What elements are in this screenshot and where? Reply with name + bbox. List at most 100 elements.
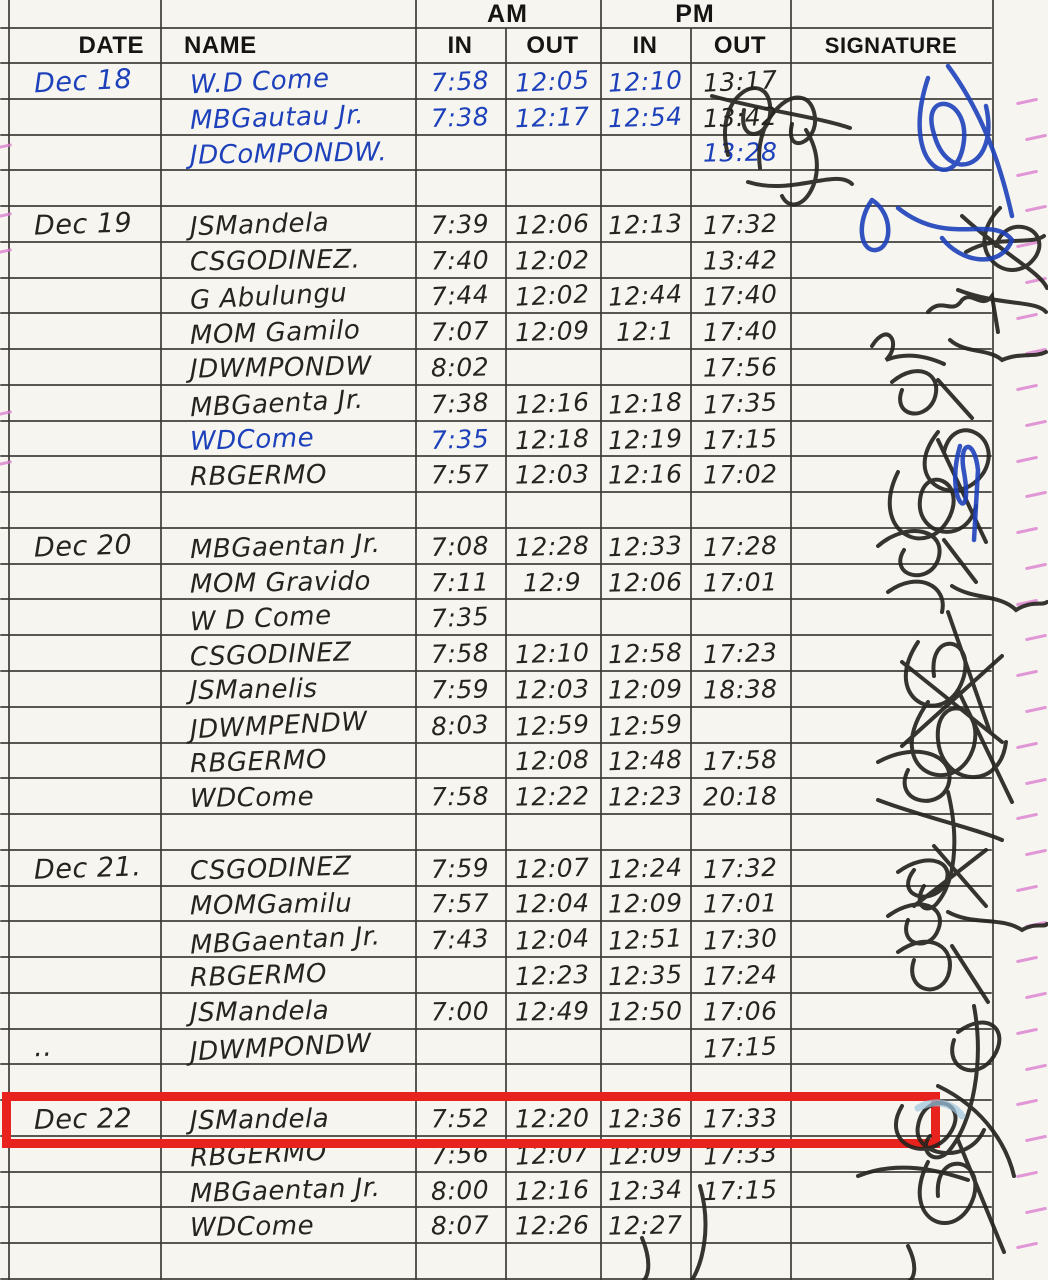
rule-line [0,312,992,314]
log-row [0,815,992,851]
am-in-cell: 8:02 [430,352,490,383]
pink-margin-mark [1015,813,1039,821]
log-row: JDWMPENDW 8:03 12:59 12:59 [0,706,992,746]
log-row: WDCome 7:58 12:22 12:23 20:18 [0,779,992,815]
column-line [992,0,994,1280]
pm-out-cell: 17:15 [702,423,778,455]
pm-out-cell: 17:58 [702,745,778,777]
log-row: Dec 22 JSMandela 7:52 12:20 12:36 17:33 [0,1101,992,1137]
pm-out-cell: 13:42 [702,245,778,276]
pink-margin-mark [1015,1027,1039,1036]
name-cell: MOM Gravido [189,566,372,600]
am-in-cell: 7:35 [430,601,490,634]
pink-margin-mark [1015,169,1039,177]
pm-in-cell: 12:54 [607,101,683,133]
log-row: MBGautau Jr. 7:38 12:17 12:54 13:42 [0,100,992,136]
rule-line [0,849,992,851]
am-in-cell: 7:07 [430,316,490,348]
pm-out-cell: 17:30 [702,923,778,957]
name-cell: MOM Gamilo [189,314,361,351]
rule-line [0,205,992,207]
column-header-pm-out: OUT [713,32,767,59]
am-in-cell: 7:57 [430,888,490,919]
date-cell: Dec 21. [33,851,142,886]
rule-line [0,455,992,457]
am-out-cell: 12:20 [514,1103,591,1134]
name-cell: JDCoMPONDW. [189,137,388,171]
name-cell: JDWMPENDW [189,706,369,746]
am-out-cell: 12:02 [514,245,591,276]
am-in-cell: 7:38 [430,101,490,133]
log-row: Dec 21. CSGODINEZ 7:59 12:07 12:24 17:32 [0,851,992,886]
name-cell: JDWMPONDW [189,351,372,386]
am-out-cell: 12:16 [514,1174,591,1206]
pm-in-cell: 12:51 [607,923,683,957]
am-in-cell: 7:58 [430,65,490,98]
pm-out-cell: 17:40 [702,315,778,348]
am-out-cell: 12:06 [514,208,591,241]
pink-margin-mark [1024,705,1048,714]
pm-out-cell: 17:23 [702,637,778,670]
am-out-cell: 12:49 [514,996,591,1027]
rule-line [0,241,992,243]
pink-margin-mark [1015,956,1039,964]
am-in-cell: 7:35 [430,423,490,455]
name-cell: CSGODINEZ. [189,244,361,278]
pink-margin-mark [1024,848,1048,857]
pm-in-cell: 12:1 [615,316,675,348]
pm-in-cell: 12:24 [607,852,683,884]
log-row: MOM Gamilo 7:07 12:09 12:1 17:40 [0,314,992,351]
rule-line [0,1028,992,1030]
pink-margin-mark [1024,920,1048,928]
name-cell: JSMandela [189,1103,330,1136]
pm-in-cell: 12:36 [607,1103,683,1134]
am-in-cell: 7:38 [430,387,490,420]
am-in-cell: 7:08 [430,530,490,562]
pm-in-cell: 12:59 [607,708,683,742]
log-row: CSGODINEZ. 7:40 12:02 13:42 [0,243,992,279]
pink-margin-mark [1024,276,1048,285]
pink-margin-mark [1015,1170,1039,1179]
am-in-cell: 7:40 [430,245,490,276]
am-out-cell: 12:16 [514,386,591,420]
am-in-cell: 7:56 [430,1138,490,1171]
rule-line [0,491,992,493]
am-out-cell: 12:9 [523,567,582,598]
pink-margin-mark [1015,1242,1039,1250]
am-out-cell: 12:22 [514,781,591,812]
pink-margin-mark [1015,741,1039,750]
log-row: Dec 18 W.D Come 7:58 12:05 12:10 13:17 [0,63,992,101]
name-cell: WDCome [189,781,315,814]
pink-margin-mark [1024,634,1048,642]
pm-in-cell: 12:09 [607,888,683,920]
rule-line [0,777,992,779]
log-row: MBGaentan Jr. 8:00 12:16 12:34 17:15 [0,1173,992,1209]
column-line [600,0,602,1280]
am-in-cell: 7:00 [430,996,490,1027]
rule-line [0,420,992,422]
pink-margin-mark [1015,598,1039,606]
am-group-header: AM [487,0,528,28]
log-row: .. JDWMPONDW 17:15 [0,1029,992,1068]
am-in-cell: 7:58 [430,781,490,812]
column-line [690,28,692,1280]
pm-in-cell: 12:33 [607,530,683,563]
date-cell: Dec 18 [33,63,133,100]
pink-margin-mark [1015,383,1039,392]
pink-margin-mark [1015,669,1039,678]
rule-line [0,706,992,708]
rule-line [0,1135,992,1137]
rule-line [0,1242,992,1244]
rule-line [0,134,992,136]
am-in-cell: 7:59 [430,852,490,884]
am-out-cell: 12:05 [514,65,591,98]
pink-margin-mark [1024,1134,1048,1143]
pink-margin-mark [1024,1206,1048,1214]
pink-margin-mark [1024,1063,1048,1071]
rule-line [0,527,992,529]
name-cell: JSManelis [189,674,318,707]
pm-out-cell: 17:01 [702,566,778,598]
log-row: RBGERMO 12:08 12:48 17:58 [0,744,992,780]
pm-in-cell: 12:09 [607,1138,683,1171]
